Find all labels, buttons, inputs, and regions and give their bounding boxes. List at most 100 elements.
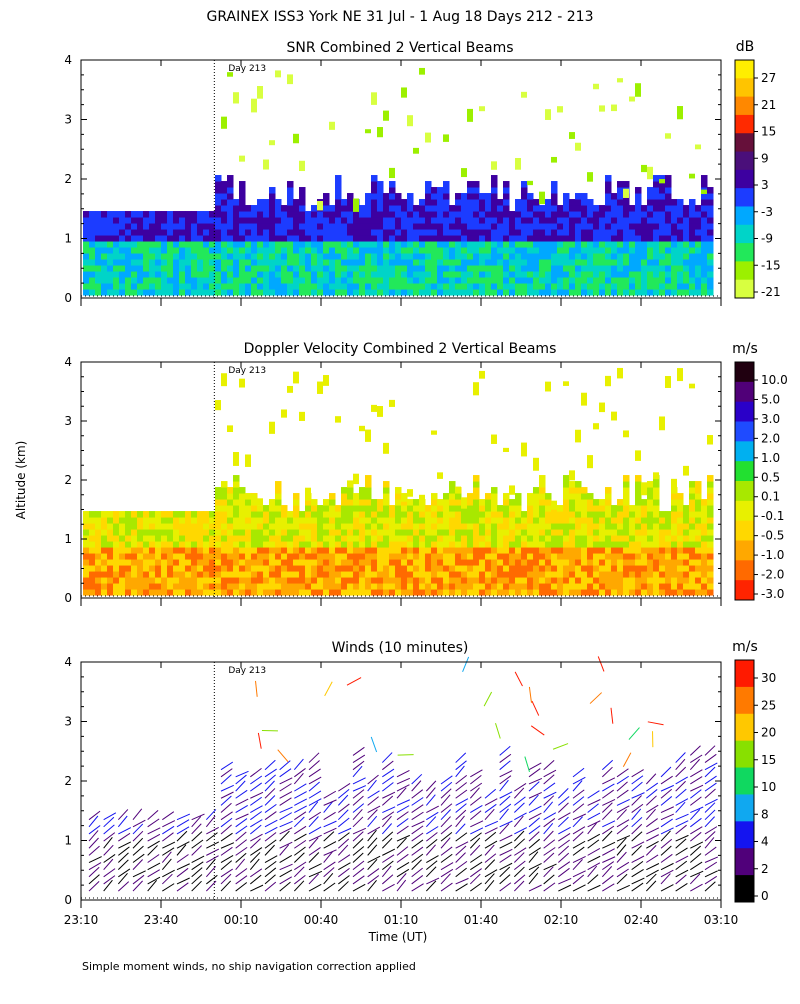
heatmap-cell (173, 565, 180, 572)
heatmap-cell (677, 523, 684, 530)
heatmap-cell (281, 583, 288, 590)
heatmap-cell (407, 235, 414, 242)
colorbar-label: 0.5 (761, 470, 780, 484)
echo-fragment (455, 487, 461, 494)
heatmap-cell (83, 253, 90, 260)
wind-barb (324, 883, 335, 891)
heatmap-cell (119, 547, 126, 554)
heatmap-cell (677, 283, 684, 290)
heatmap-cell (185, 265, 192, 272)
heatmap-cell (629, 229, 636, 236)
heatmap-cell (191, 289, 198, 296)
heatmap-cell (95, 211, 102, 218)
wind-barb (676, 802, 685, 812)
heatmap-cell (269, 277, 276, 284)
heatmap-cell (413, 565, 420, 572)
heatmap-cell (377, 199, 384, 206)
heatmap-cell (413, 499, 420, 506)
heatmap-cell (185, 283, 192, 290)
heatmap-cell (383, 541, 390, 548)
heatmap-cell (233, 529, 240, 536)
heatmap-cell (149, 571, 156, 578)
heatmap-cell (563, 241, 570, 248)
heatmap-cell (635, 571, 642, 578)
heatmap-cell (119, 529, 126, 536)
heatmap-cell (257, 223, 264, 230)
heatmap-cell (353, 547, 360, 554)
heatmap-cell (167, 541, 174, 548)
heatmap-cell (293, 571, 300, 578)
heatmap-cell (413, 289, 420, 296)
heatmap-cell (305, 253, 312, 260)
heatmap-cell (467, 289, 474, 296)
heatmap-cell (197, 271, 204, 278)
heatmap-cell (575, 559, 582, 566)
wind-barb (573, 885, 586, 891)
heatmap-cell (311, 577, 318, 584)
heatmap-cell (377, 523, 384, 530)
heatmap-cell (323, 217, 330, 224)
heatmap-cell (161, 535, 168, 542)
wind-barb (441, 883, 452, 891)
wind-barb (280, 792, 292, 799)
wind-barb (338, 818, 349, 827)
heatmap-cell (611, 511, 618, 518)
heatmap-cell (503, 577, 510, 584)
heatmap-cell (683, 211, 690, 218)
heatmap-cell (371, 289, 378, 296)
echo-fragment (467, 109, 473, 122)
heatmap-cell (311, 217, 318, 224)
heatmap-cell (233, 289, 240, 296)
heatmap-cell (179, 211, 186, 218)
heatmap-cell (545, 235, 552, 242)
heatmap-cell (593, 211, 600, 218)
heatmap-cell (455, 235, 462, 242)
heatmap-cell (275, 565, 282, 572)
heatmap-cell (437, 229, 444, 236)
heatmap-cell (257, 535, 264, 542)
heatmap-cell (383, 487, 390, 494)
heatmap-cell (131, 277, 138, 284)
heatmap-cell (407, 283, 414, 290)
wind-barb (705, 763, 717, 770)
heatmap-cell (425, 241, 432, 248)
heatmap-cell (467, 199, 474, 206)
heatmap-cell (281, 259, 288, 266)
colorbar-swatch (735, 660, 754, 687)
heatmap-cell (215, 523, 222, 530)
heatmap-cell (131, 589, 138, 596)
heatmap-cell (251, 517, 258, 524)
heatmap-cell (161, 217, 168, 224)
heatmap-cell (533, 271, 540, 278)
heatmap-cell (437, 505, 444, 512)
wind-barb (382, 783, 393, 792)
heatmap-cell (593, 241, 600, 248)
heatmap-cell (317, 283, 324, 290)
heatmap-cell (125, 217, 132, 224)
wind-barb (324, 821, 337, 827)
heatmap-cell (557, 265, 564, 272)
wind-barb (250, 806, 262, 813)
heatmap-cell (305, 553, 312, 560)
heatmap-cell (125, 547, 132, 554)
heatmap-cell (581, 535, 588, 542)
heatmap-cell (281, 205, 288, 212)
heatmap-cell (173, 271, 180, 278)
heatmap-cell (227, 541, 234, 548)
heatmap-cell (335, 187, 342, 194)
heatmap-cell (539, 499, 546, 506)
heatmap-cell (587, 583, 594, 590)
heatmap-cell (491, 499, 498, 506)
heatmap-cell (257, 259, 264, 266)
wind-barb (632, 770, 644, 777)
heatmap-cell (215, 541, 222, 548)
heatmap-cell (365, 199, 372, 206)
heatmap-cell (83, 259, 90, 266)
heatmap-cell (707, 223, 714, 230)
heatmap-cell (293, 235, 300, 242)
heatmap-cell (413, 517, 420, 524)
heatmap-cell (431, 217, 438, 224)
heatmap-cell (83, 277, 90, 284)
heatmap-cell (413, 571, 420, 578)
